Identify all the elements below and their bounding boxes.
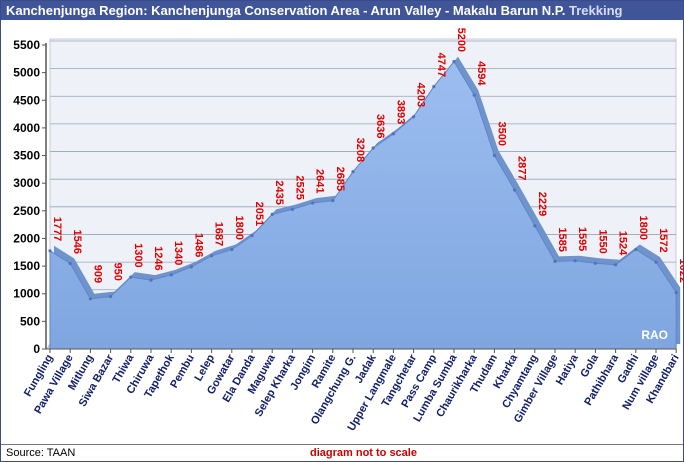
elevation-point bbox=[189, 265, 193, 269]
elevation-point bbox=[492, 153, 496, 158]
elevation-point bbox=[674, 290, 678, 295]
y-tick-label: 500 bbox=[20, 314, 40, 328]
elevation-point bbox=[553, 259, 557, 263]
data-label: 2435 bbox=[273, 180, 285, 204]
elevation-point bbox=[210, 254, 214, 258]
data-label: 1340 bbox=[172, 241, 184, 265]
data-label: 4203 bbox=[415, 83, 427, 107]
elevation-point bbox=[513, 188, 517, 192]
data-label: 5200 bbox=[455, 28, 467, 52]
data-label: 2877 bbox=[516, 156, 528, 180]
data-label: 3893 bbox=[394, 100, 406, 124]
data-label: 4594 bbox=[475, 61, 487, 86]
y-tick-label: 3500 bbox=[13, 149, 40, 163]
y-tick-label: 2500 bbox=[13, 204, 40, 218]
elevation-point bbox=[311, 201, 315, 205]
elevation-point bbox=[654, 260, 658, 264]
elevation-point bbox=[412, 115, 416, 119]
data-label: 909 bbox=[91, 265, 103, 283]
elevation-point bbox=[109, 294, 113, 299]
elevation-point bbox=[634, 247, 638, 252]
y-tick-label: 4500 bbox=[13, 93, 40, 107]
elevation-point bbox=[48, 249, 52, 253]
elevation-point bbox=[432, 85, 436, 89]
elevation-point bbox=[573, 259, 577, 263]
elevation-point bbox=[351, 170, 355, 174]
data-label: 2685 bbox=[334, 167, 346, 191]
elevation-point bbox=[593, 261, 598, 265]
footer: Source: TAAN diagram not to scale bbox=[1, 444, 683, 462]
elevation-point bbox=[270, 212, 274, 216]
data-label: 1777 bbox=[51, 217, 63, 241]
data-label: 1550 bbox=[596, 229, 608, 253]
elevation-point bbox=[250, 234, 254, 238]
elevation-point bbox=[371, 146, 375, 150]
data-label: 2641 bbox=[314, 169, 326, 193]
data-label: 1300 bbox=[132, 243, 144, 267]
elevation-point bbox=[230, 247, 234, 252]
data-label: 1800 bbox=[233, 216, 245, 240]
data-label: 4747 bbox=[435, 53, 447, 77]
y-tick-label: 5500 bbox=[13, 38, 40, 52]
elevation-point bbox=[452, 60, 456, 64]
scale-note: diagram not to scale bbox=[310, 447, 417, 459]
y-tick-label: 2000 bbox=[13, 231, 40, 245]
data-label: 1486 bbox=[192, 233, 204, 257]
title-bar: Kanchenjunga Region: Kanchenjunga Conser… bbox=[1, 1, 683, 20]
elevation-point bbox=[68, 261, 72, 266]
elevation-point bbox=[88, 297, 92, 301]
elevation-point bbox=[331, 199, 335, 203]
data-label: 3636 bbox=[374, 114, 386, 138]
elevation-point bbox=[614, 263, 618, 267]
elevation-point bbox=[169, 273, 173, 277]
chart-tag: Trekking bbox=[568, 3, 623, 18]
y-tick-label: 5000 bbox=[13, 66, 40, 80]
data-label: 3208 bbox=[354, 138, 366, 162]
data-label: 3500 bbox=[495, 122, 507, 146]
elevation-point bbox=[533, 224, 537, 228]
data-label: 1800 bbox=[637, 216, 649, 240]
y-tick-label: 4000 bbox=[13, 121, 40, 135]
y-tick-label: 1000 bbox=[13, 287, 40, 301]
data-label: 1546 bbox=[71, 230, 83, 254]
data-label: 1595 bbox=[576, 227, 588, 251]
elevation-chart: 0 500 1000 1500 2000 2500 3000 3500 4000 4500 5000… bbox=[13, 28, 684, 434]
y-tick-label: 1500 bbox=[13, 259, 40, 273]
elevation-point bbox=[290, 207, 294, 211]
data-label: 950 bbox=[112, 262, 124, 280]
chart-title: Kanchenjunga Region: Kanchenjunga Conser… bbox=[6, 3, 566, 18]
data-label: 1687 bbox=[213, 222, 225, 246]
watermark: RAO bbox=[641, 328, 668, 342]
elevation-point bbox=[472, 93, 476, 97]
y-tick-label: 3000 bbox=[13, 176, 40, 190]
data-label: 1572 bbox=[657, 228, 669, 252]
source-text: Source: TAAN bbox=[6, 447, 76, 459]
data-label: 2051 bbox=[253, 202, 265, 226]
data-label: 1022 bbox=[677, 259, 684, 283]
data-label: 1524 bbox=[617, 231, 629, 256]
elevation-point bbox=[149, 278, 153, 282]
data-label: 1585 bbox=[556, 227, 568, 251]
data-label: 2525 bbox=[293, 175, 305, 199]
elevation-point bbox=[391, 132, 395, 136]
data-label: 1246 bbox=[152, 246, 164, 270]
data-label: 2229 bbox=[536, 192, 548, 216]
elevation-point bbox=[129, 275, 133, 279]
y-tick-label: 0 bbox=[33, 342, 40, 356]
